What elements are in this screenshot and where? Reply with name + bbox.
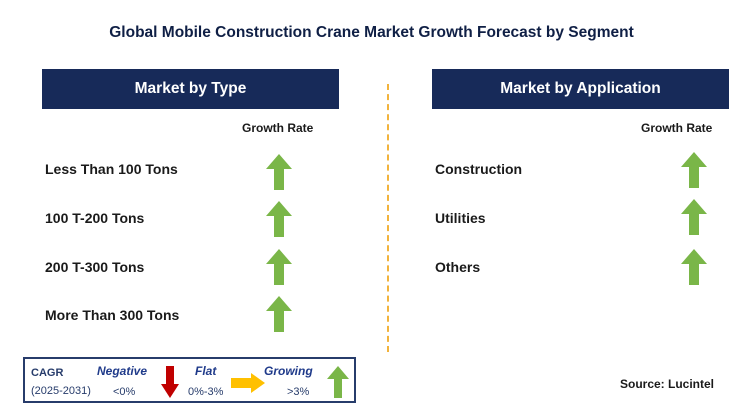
- page-title: Global Mobile Construction Crane Market …: [109, 24, 634, 41]
- legend-negative-label: Negative: [97, 364, 148, 378]
- application-growth-rate-label: Growth Rate: [641, 121, 713, 135]
- green-up-arrow-icon: [266, 201, 292, 237]
- cagr-legend: CAGR (2025-2031) Negative <0% Flat 0%-3%…: [23, 357, 356, 403]
- green-up-arrow-icon: [681, 249, 707, 285]
- legend-flat-label: Flat: [195, 364, 217, 378]
- application-item-label: Construction: [435, 161, 523, 177]
- green-up-arrow-icon: [681, 152, 707, 188]
- application-item-label: Utilities: [435, 210, 486, 226]
- type-growth-rate-label: Growth Rate: [242, 121, 314, 135]
- green-up-arrow-icon: [266, 249, 292, 285]
- red-down-arrow-icon: [161, 366, 179, 398]
- legend-growing-range: >3%: [287, 386, 310, 398]
- orange-right-arrow-icon: [231, 373, 265, 393]
- green-up-arrow-icon: [327, 366, 349, 398]
- application-item-label: Others: [435, 259, 481, 275]
- application-panel-header: Market by Application: [432, 69, 729, 109]
- legend-negative-range: <0%: [113, 386, 136, 398]
- panel-divider: [387, 84, 389, 352]
- type-item-label: Less Than 100 Tons: [45, 161, 178, 177]
- type-panel-header: Market by Type: [42, 69, 339, 109]
- green-up-arrow-icon: [266, 154, 292, 190]
- type-item-label: 100 T-200 Tons: [45, 210, 145, 226]
- green-up-arrow-icon: [266, 296, 292, 332]
- source-label: Source: Lucintel: [620, 377, 715, 391]
- legend-period: (2025-2031): [31, 385, 91, 397]
- type-item-label: More Than 300 Tons: [45, 307, 180, 323]
- type-item-label: 200 T-300 Tons: [45, 259, 145, 275]
- legend-cagr-label: CAGR: [31, 367, 64, 379]
- legend-flat-range: 0%-3%: [188, 386, 224, 398]
- legend-growing-label: Growing: [264, 364, 313, 378]
- green-up-arrow-icon: [681, 199, 707, 235]
